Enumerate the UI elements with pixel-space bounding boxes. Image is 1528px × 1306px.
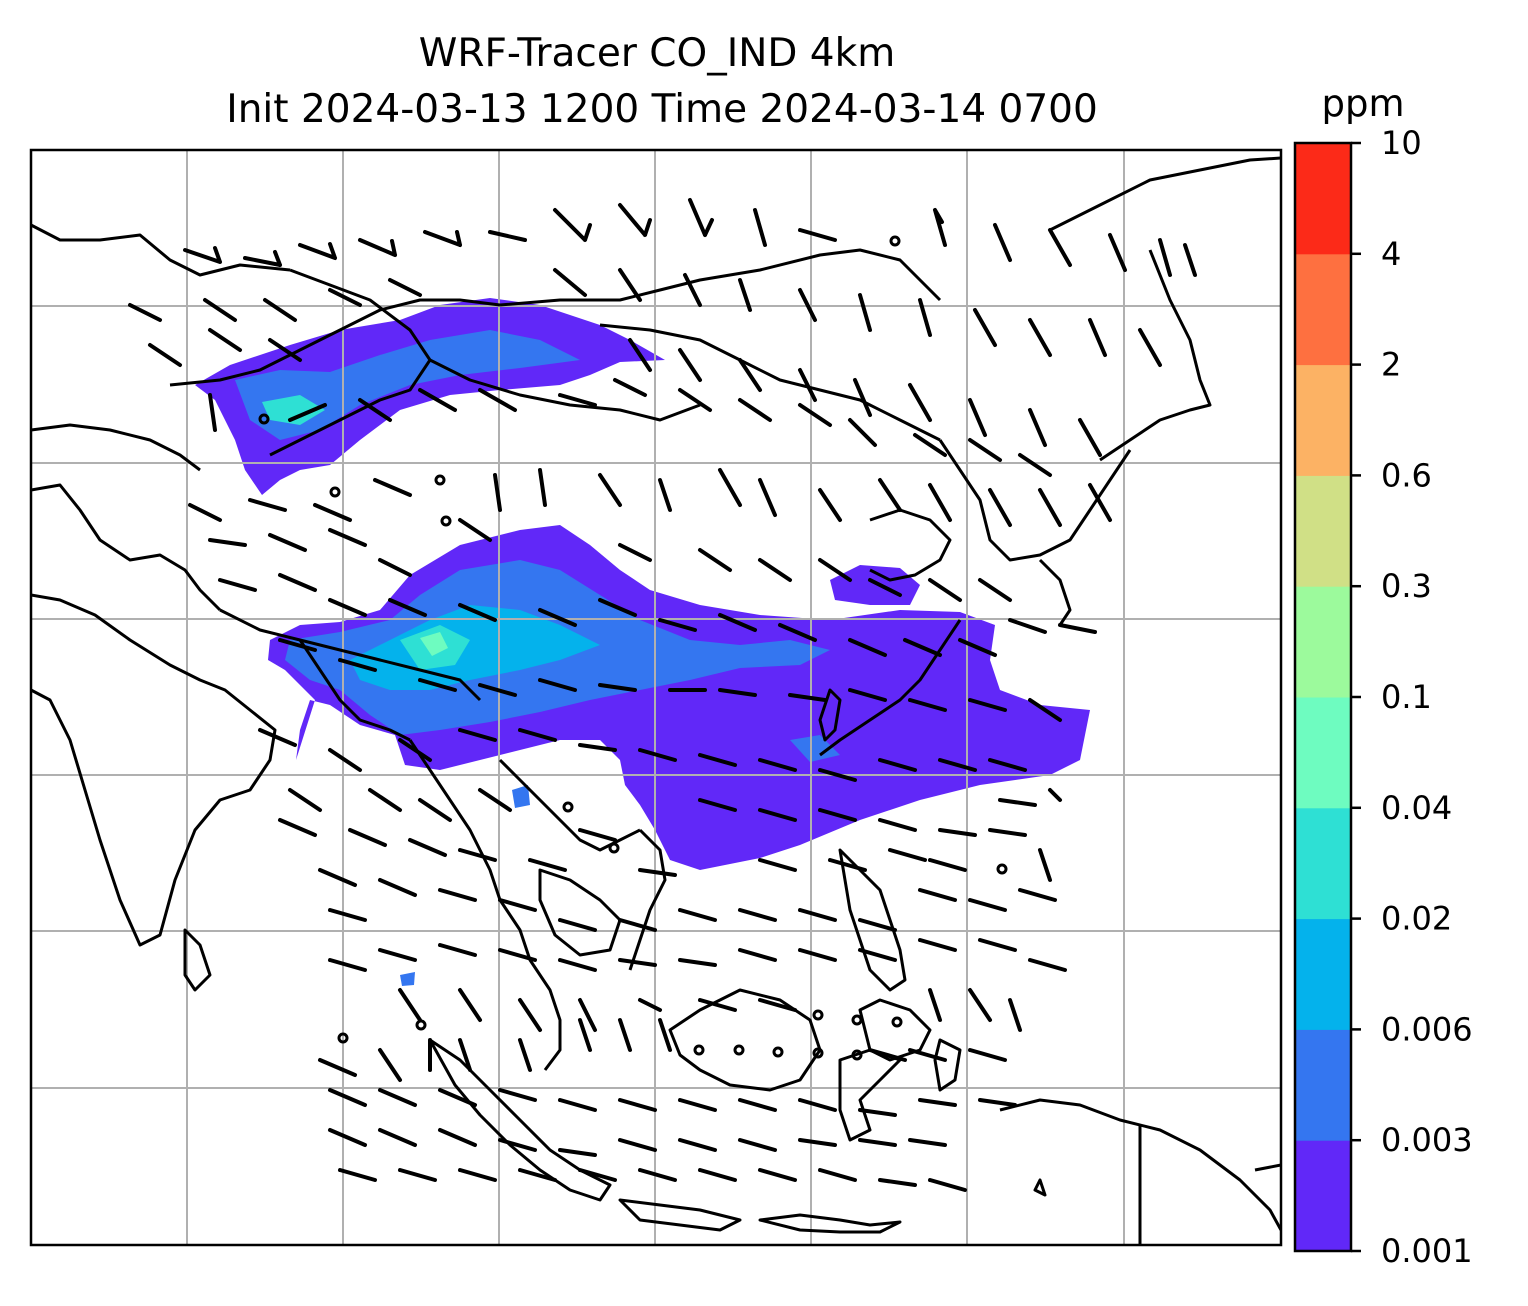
colorbar-unit-label: ppm [1321, 82, 1404, 125]
colorbar-swatch [1295, 143, 1351, 255]
colorbar-tick-label: 0.1 [1381, 678, 1432, 716]
colorbar-swatch [1295, 918, 1351, 1030]
colorbar-swatch [1295, 697, 1351, 809]
colorbar-tick-label: 2 [1381, 346, 1401, 384]
colorbar-swatches [1295, 143, 1351, 1252]
colorbar-swatch [1295, 1029, 1351, 1141]
title-line-2: Init 2024-03-13 1200 Time 2024-03-14 070… [226, 87, 1098, 132]
colorbar-swatch [1295, 475, 1351, 587]
colorbar-tick-label: 0.003 [1381, 1121, 1473, 1159]
colorbar-tick-label: 4 [1381, 235, 1401, 273]
calm-markers [258, 235, 1008, 1061]
colorbar-tick-label: 0.3 [1381, 567, 1432, 605]
colorbar-tick-label: 0.006 [1381, 1010, 1473, 1048]
colorbar: 0.001 0.003 0.006 0.02 0.04 0.1 0.3 0.6 2 4 10 ppm [1293, 82, 1473, 1270]
colorbar-ticks: 0.001 0.003 0.006 0.02 0.04 0.1 0.3 0.6 2 4 10 [1351, 124, 1473, 1270]
colorbar-swatch [1295, 364, 1351, 476]
coastlines-borders [31, 156, 1281, 1245]
colorbar-swatch [1295, 807, 1351, 920]
colorbar-swatch [1295, 253, 1351, 366]
colorbar-tick-label: 0.04 [1381, 789, 1452, 827]
map-panel [31, 150, 1281, 1245]
wind-barbs [128, 198, 1197, 1192]
colorbar-tick-label: 0.02 [1381, 900, 1452, 938]
colorbar-tick-label: 0.6 [1381, 456, 1432, 494]
map-frame [29, 148, 1283, 1247]
title-line-1: WRF-Tracer CO_IND 4km [419, 31, 895, 76]
colorbar-tick-label: 10 [1381, 124, 1422, 162]
colorbar-swatch [1295, 1140, 1351, 1252]
colorbar-tick-label: 0.001 [1381, 1232, 1473, 1270]
colorbar-swatch [1295, 586, 1351, 698]
